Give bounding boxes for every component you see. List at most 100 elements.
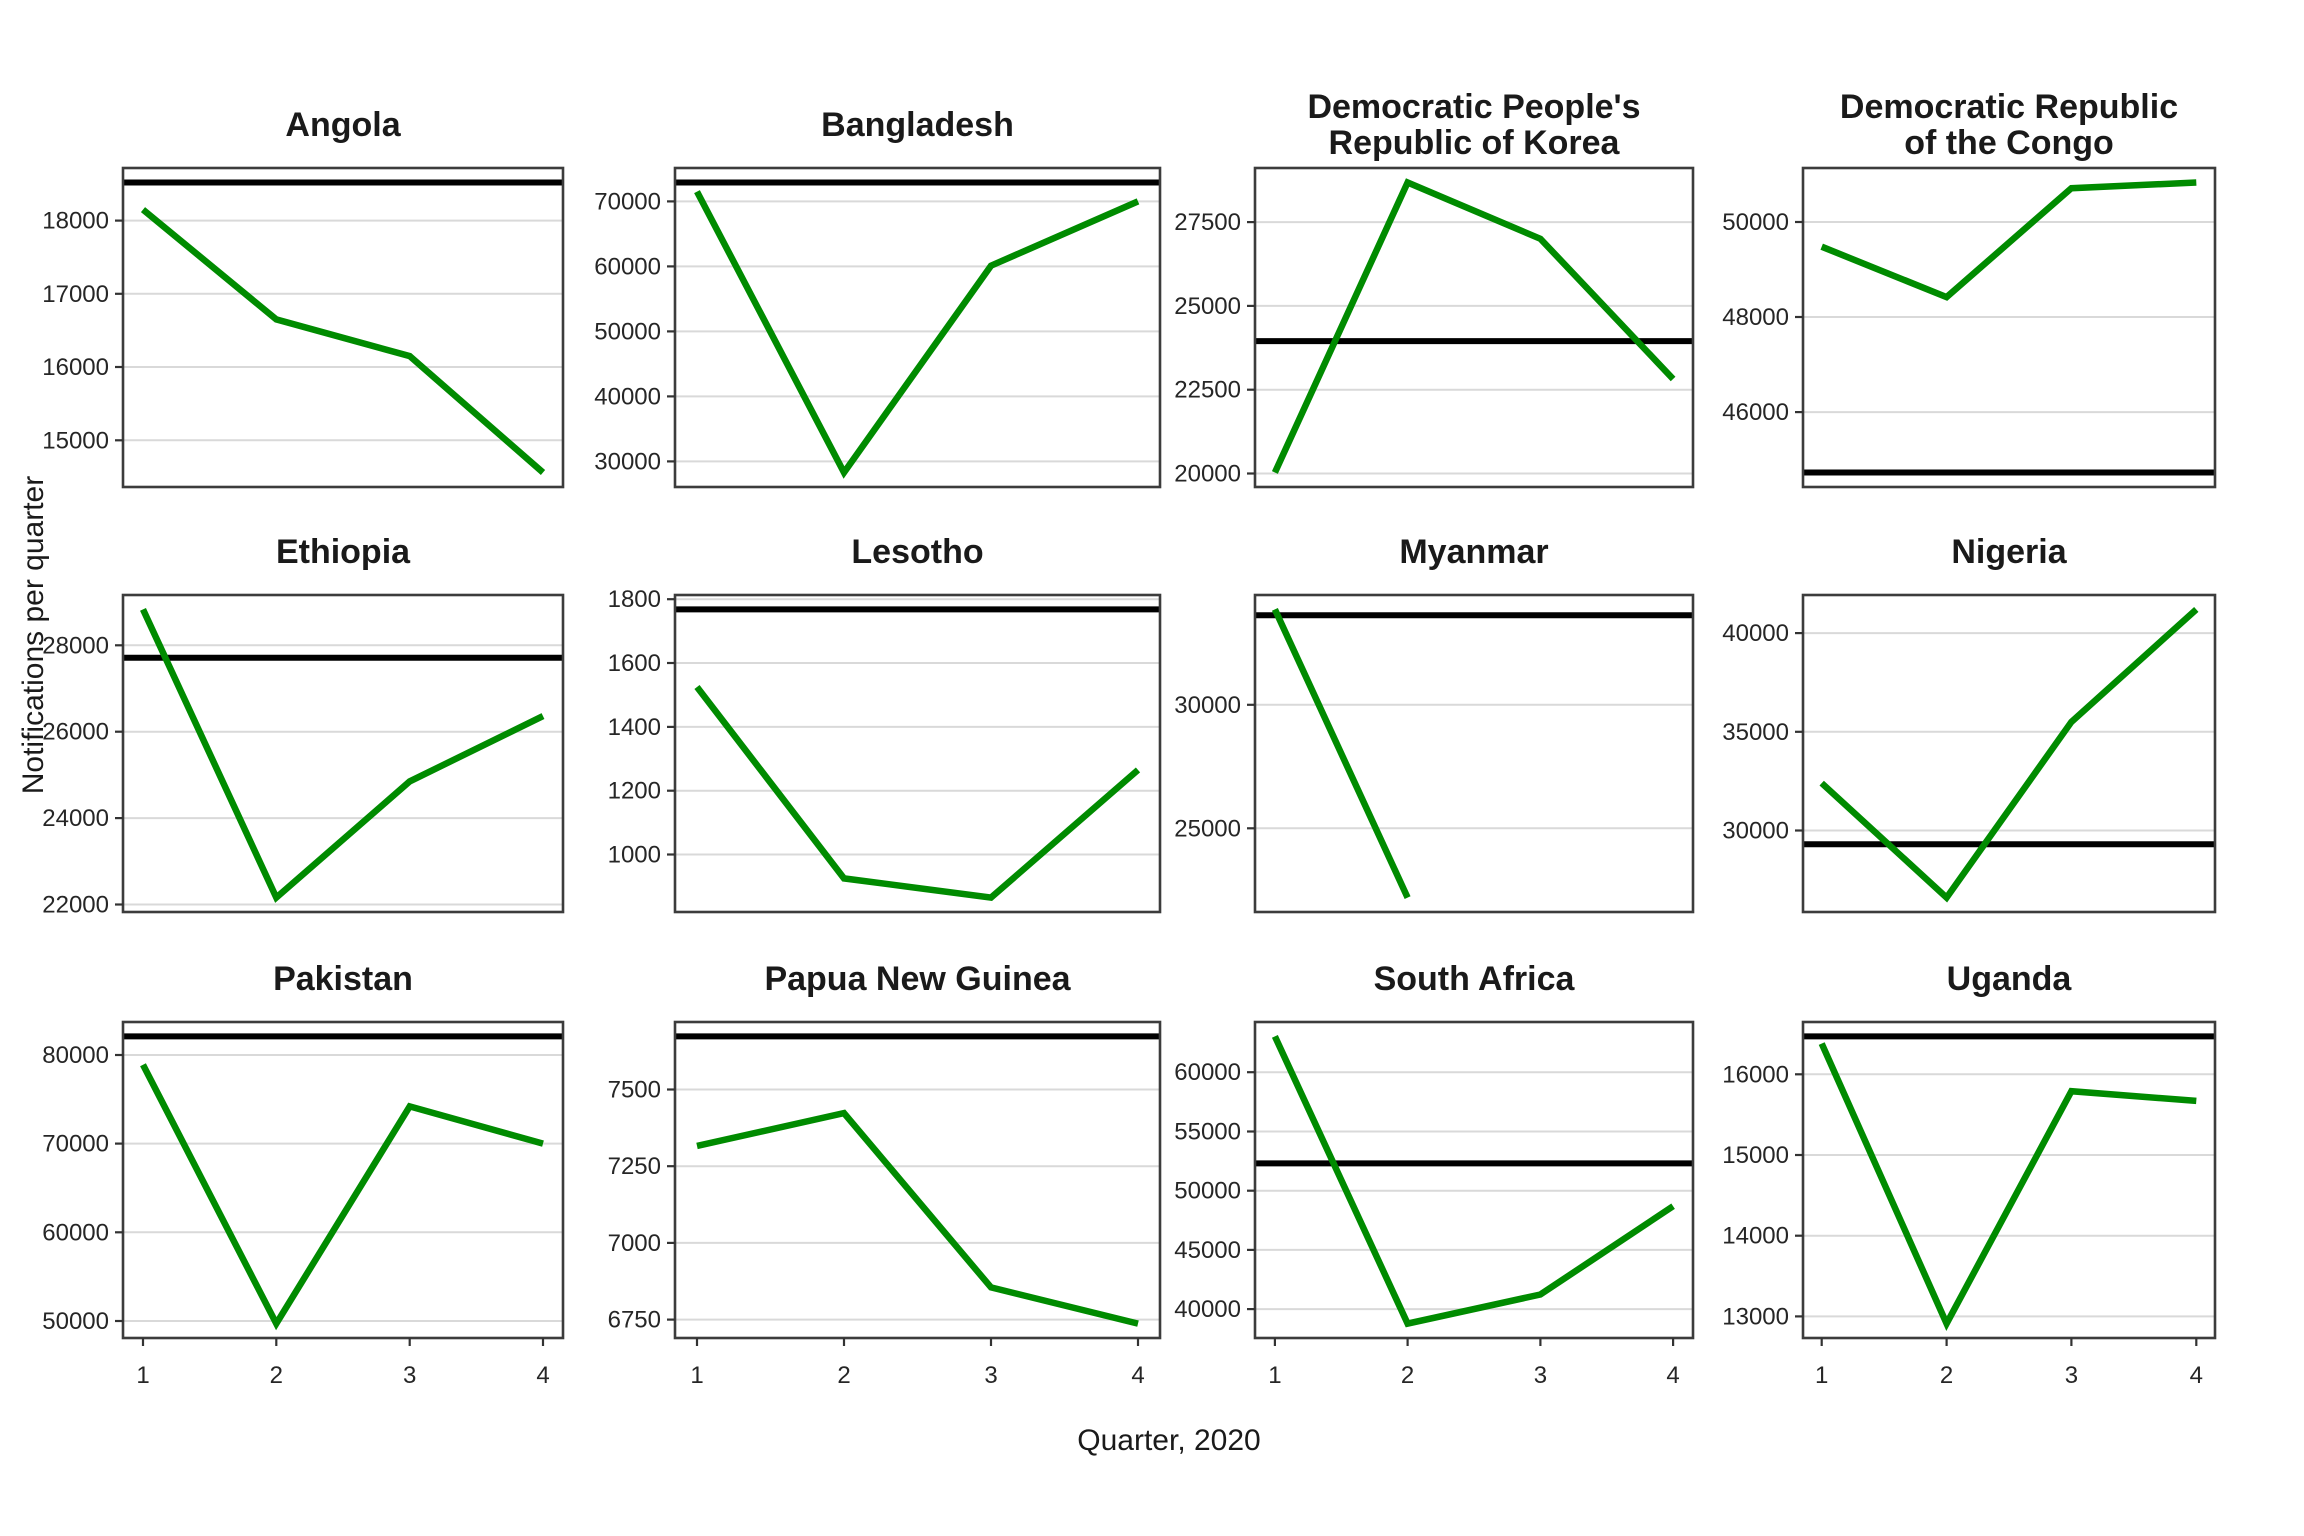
x-tick-label: 3	[984, 1362, 997, 1389]
panel-border	[1253, 1020, 1695, 1340]
trend-line	[1820, 179, 2197, 301]
panel-title: Myanmar	[1399, 533, 1548, 571]
panel-bg	[123, 1022, 563, 1338]
panel-nigeria: 30000 35000 40000 Nigeria	[1722, 533, 2217, 914]
panel-title: Ethiopia	[276, 533, 411, 571]
y-tick-label: 60000	[594, 253, 661, 280]
y-tick-label: 1200	[608, 778, 661, 805]
y-tick-label: 60000	[42, 1219, 109, 1246]
panel-lesotho: 1000 1200 1400 1600 1800 Lesotho	[608, 533, 1162, 914]
y-tick-label: 46000	[1722, 399, 1789, 426]
y-tick-label: 1600	[608, 650, 661, 677]
panel-border	[1801, 1020, 2217, 1340]
panel-south-africa: 40000 45000 50000 55000 60000 1 2 3 4 South Afric…	[1174, 960, 1695, 1389]
x-axis-label: Quarter, 2020	[1077, 1424, 1261, 1457]
trend-line	[696, 1109, 1139, 1327]
panel-bg	[1803, 168, 2215, 487]
panel-bangladesh: 30000 40000 50000 60000 70000 Bangladesh	[594, 106, 1162, 489]
trend-line	[1819, 606, 2199, 903]
x-tick-label: 4	[536, 1362, 549, 1389]
y-tick-label: 70000	[42, 1131, 109, 1158]
y-tick-label: 13000	[1722, 1303, 1789, 1330]
panel-title: of the Congo	[1904, 124, 2114, 162]
panel-title: Lesotho	[851, 533, 983, 571]
panel-border	[673, 593, 1162, 914]
panel-title: Papua New Guinea	[764, 960, 1071, 998]
panel-border	[1801, 593, 2217, 914]
y-tick-label: 16000	[42, 354, 109, 381]
y-tick-label: 15000	[1722, 1142, 1789, 1169]
trend-line	[140, 608, 545, 903]
panel-border	[121, 593, 565, 914]
y-tick-label: 17000	[42, 281, 109, 308]
x-tick-label: 2	[1940, 1362, 1953, 1389]
panel-bg	[1803, 1022, 2215, 1338]
panel-title: Pakistan	[273, 960, 413, 998]
x-tick-label: 1	[1268, 1362, 1281, 1389]
panel-pakistan: 50000 60000 70000 80000 1 2 3 4 Pakistan	[42, 960, 565, 1389]
panel-title: Angola	[285, 106, 401, 144]
panel-border	[1801, 166, 2217, 489]
x-tick-label: 4	[1131, 1362, 1144, 1389]
y-tick-label: 45000	[1174, 1237, 1241, 1264]
x-tick-label: 2	[270, 1362, 283, 1389]
y-tick-label: 50000	[594, 318, 661, 345]
y-tick-label: 6750	[608, 1307, 661, 1334]
x-tick-label: 4	[2190, 1362, 2203, 1389]
y-tick-label: 24000	[42, 805, 109, 832]
trend-line	[694, 190, 1140, 479]
x-tick-label: 2	[1401, 1362, 1414, 1389]
y-tick-label: 80000	[42, 1042, 109, 1069]
y-tick-label: 50000	[1174, 1178, 1241, 1205]
y-tick-label: 1000	[608, 842, 661, 869]
y-tick-label: 30000	[1722, 818, 1789, 845]
panel-border	[673, 1020, 1162, 1340]
panel-bg	[675, 168, 1160, 487]
y-tick-label: 22000	[42, 892, 109, 919]
x-tick-label: 1	[1815, 1362, 1828, 1389]
panel-title: Democratic People's	[1307, 88, 1640, 126]
y-tick-label: 40000	[1722, 620, 1789, 647]
x-tick-label: 1	[136, 1362, 149, 1389]
y-tick-label: 14000	[1722, 1223, 1789, 1250]
y-tick-label: 50000	[1722, 209, 1789, 236]
panel-angola: 15000 16000 17000 18000 Angola	[42, 106, 565, 489]
y-tick-label: 40000	[594, 383, 661, 410]
y-tick-label: 25000	[1174, 293, 1241, 320]
panel-bg	[123, 168, 563, 487]
trend-line	[140, 207, 546, 475]
y-tick-label: 18000	[42, 208, 109, 235]
y-tick-label: 40000	[1174, 1296, 1241, 1323]
y-tick-label: 50000	[42, 1308, 109, 1335]
panel-myanmar: 25000 30000 Myanmar	[1174, 533, 1695, 914]
y-tick-label: 15000	[42, 427, 109, 454]
trend-line	[1271, 178, 1676, 474]
y-tick-label: 22500	[1174, 377, 1241, 404]
y-tick-label: 7500	[608, 1077, 661, 1104]
panel-border	[121, 1020, 565, 1340]
panel-border	[1253, 166, 1695, 489]
y-tick-label: 7000	[608, 1230, 661, 1257]
panel-bg	[1255, 1022, 1693, 1338]
panel-papua-new-guinea: 6750 7000 7250 7500 1 2 3 4 Papua New Guinea	[608, 960, 1162, 1389]
panel-uganda: 13000 14000 15000 16000 1 2 3 4 Uganda	[1722, 960, 2217, 1389]
x-tick-label: 2	[837, 1362, 850, 1389]
panel-bg	[1803, 595, 2215, 912]
panel-bg	[123, 595, 563, 912]
y-tick-label: 70000	[594, 188, 661, 215]
y-tick-label: 30000	[1174, 692, 1241, 719]
trend-line	[1818, 1042, 2197, 1331]
trend-line	[1271, 608, 1411, 899]
panel-ethiopia: 22000 24000 26000 28000 Ethiopia	[42, 533, 565, 919]
x-tick-label: 3	[403, 1362, 416, 1389]
x-tick-label: 4	[1666, 1362, 1679, 1389]
y-tick-label: 60000	[1174, 1059, 1241, 1086]
trend-line	[1271, 1035, 1675, 1328]
trend-line	[694, 685, 1141, 902]
panel-title: Nigeria	[1951, 533, 2067, 571]
x-tick-label: 3	[1534, 1362, 1547, 1389]
x-tick-label: 1	[690, 1362, 703, 1389]
y-tick-label: 1400	[608, 714, 661, 741]
y-tick-label: 26000	[42, 719, 109, 746]
